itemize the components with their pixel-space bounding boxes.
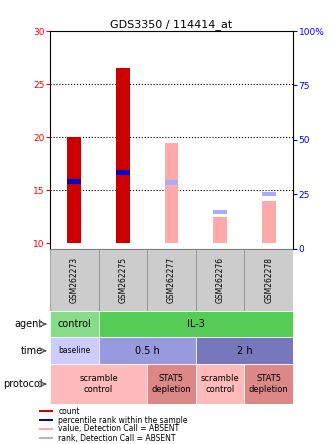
Text: agent: agent: [14, 319, 43, 329]
Text: count: count: [58, 407, 80, 416]
Bar: [50, 364, 147, 404]
Text: value, Detection Call = ABSENT: value, Detection Call = ABSENT: [58, 424, 179, 433]
Bar: [39, 428, 53, 430]
Bar: [196, 364, 244, 404]
Text: GSM262273: GSM262273: [70, 257, 79, 303]
Bar: [213, 210, 227, 214]
Text: GSM262276: GSM262276: [215, 257, 225, 303]
Bar: [213, 217, 227, 243]
Bar: [50, 311, 99, 337]
Bar: [262, 192, 275, 195]
Text: control: control: [57, 319, 91, 329]
Title: GDS3350 / 114414_at: GDS3350 / 114414_at: [110, 19, 233, 30]
Bar: [68, 137, 81, 243]
Text: baseline: baseline: [58, 346, 90, 355]
Text: scramble
control: scramble control: [201, 374, 239, 394]
Bar: [196, 249, 244, 311]
Text: STAT5
depletion: STAT5 depletion: [249, 374, 289, 394]
Bar: [116, 170, 130, 175]
Text: time: time: [21, 346, 43, 356]
Bar: [147, 249, 196, 311]
Bar: [39, 437, 53, 440]
Text: GSM262275: GSM262275: [118, 257, 128, 303]
Text: IL-3: IL-3: [187, 319, 205, 329]
Bar: [68, 178, 81, 184]
Text: GSM262277: GSM262277: [167, 257, 176, 303]
Bar: [99, 249, 147, 311]
Bar: [39, 419, 53, 421]
Bar: [116, 68, 130, 243]
Bar: [50, 337, 99, 364]
Bar: [147, 364, 196, 404]
Bar: [99, 311, 293, 337]
Text: 2 h: 2 h: [237, 346, 252, 356]
Bar: [50, 249, 99, 311]
Bar: [99, 337, 196, 364]
Text: rank, Detection Call = ABSENT: rank, Detection Call = ABSENT: [58, 434, 176, 443]
Bar: [262, 201, 275, 243]
Text: percentile rank within the sample: percentile rank within the sample: [58, 416, 188, 424]
Text: scramble
control: scramble control: [79, 374, 118, 394]
Bar: [39, 410, 53, 412]
Text: STAT5
depletion: STAT5 depletion: [152, 374, 191, 394]
Bar: [244, 364, 293, 404]
Bar: [196, 337, 293, 364]
Text: 0.5 h: 0.5 h: [135, 346, 160, 356]
Text: GSM262278: GSM262278: [264, 257, 273, 303]
Bar: [244, 249, 293, 311]
Bar: [165, 143, 178, 243]
Bar: [165, 180, 178, 185]
Text: protocol: protocol: [3, 379, 43, 389]
